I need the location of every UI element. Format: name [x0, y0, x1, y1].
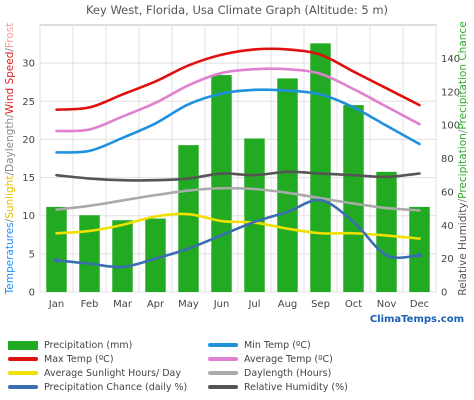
legend-label: Relative Humidity (%): [244, 381, 348, 393]
left-tick-label: 25: [22, 97, 35, 108]
right-axis-label-part: Relative Humidity: [457, 202, 469, 295]
legend-swatch: [208, 371, 238, 375]
left-axis-label-part: /: [4, 172, 16, 176]
chart-title: Key West, Florida, Usa Climate Graph (Al…: [86, 3, 388, 17]
legend-swatch: [8, 357, 38, 361]
precipitation-bar: [376, 171, 397, 292]
x-tick-label: Jan: [48, 299, 64, 310]
x-tick-label: Oct: [345, 299, 362, 310]
legend-swatch: [8, 385, 38, 389]
chart-legend: Precipitation (mm) Min Temp (ºC) Max Temp …: [8, 338, 468, 398]
x-tick-label: Jun: [213, 299, 230, 310]
left-tick-label: 5: [29, 249, 35, 260]
right-axis-label-part: Precipitation Chance: [457, 21, 469, 129]
left-axis-label-part: Frost: [4, 23, 16, 48]
precipitation-bar: [211, 75, 232, 292]
legend-label: Precipitation Chance (daily %): [44, 381, 188, 393]
series-point: [54, 257, 59, 263]
precipitation-bar: [310, 43, 331, 293]
series-line-precipitation-chance-daily: [55, 198, 421, 269]
legend-label: Min Temp (ºC): [244, 339, 311, 351]
x-tick-label: Jul: [247, 299, 260, 310]
legend-item: Min Temp (ºC): [208, 338, 311, 352]
left-axis-label-part: /: [4, 114, 16, 118]
legend-item: Max Temp (ºC): [8, 352, 114, 366]
legend-item: Relative Humidity (%): [208, 380, 348, 394]
chart-svg: Key West, Florida, Usa Climate Graph (Al…: [4, 3, 469, 325]
legend-item: Average Temp (ºC): [208, 352, 333, 366]
x-tick-label: Aug: [278, 299, 298, 310]
series-line-average-temp-c: [55, 67, 421, 133]
legend-label: Daylength (Hours): [244, 367, 332, 379]
left-axis-label-part: Daylength: [4, 118, 16, 172]
legend-swatch: [208, 357, 238, 361]
x-tick-label: Apr: [147, 299, 165, 310]
left-tick-label: 30: [22, 59, 35, 70]
x-tick-label: Sep: [311, 299, 330, 310]
left-axis-label-part: /: [4, 218, 16, 222]
right-axis-label-part: /: [457, 198, 469, 202]
right-tick-label: 100: [441, 121, 460, 132]
x-tick-label: May: [178, 299, 199, 310]
precipitation-bar: [343, 105, 364, 292]
legend-item: Average Sunlight Hours/ Day: [8, 366, 181, 380]
x-tick-label: Nov: [377, 299, 397, 310]
series-line-average-sunlight-hours-day: [55, 212, 421, 240]
x-tick-label: Feb: [81, 299, 99, 310]
left-tick-label: 15: [22, 173, 35, 184]
left-axis-label-part: /: [4, 48, 16, 52]
x-tick-label: Dec: [410, 299, 429, 310]
right-tick-label: 120: [441, 87, 460, 98]
precipitation-bar: [145, 218, 166, 292]
right-tick-label: 80: [441, 154, 454, 165]
precipitation-bar: [277, 78, 298, 293]
precipitation-bar: [178, 145, 199, 292]
right-tick-label: 0: [441, 288, 447, 299]
legend-swatch: [208, 343, 238, 347]
precipitation-bar: [46, 206, 67, 292]
series-point: [417, 252, 422, 258]
series-line-min-temp-c: [55, 88, 421, 154]
legend-swatch: [8, 371, 38, 375]
right-tick-label: 60: [441, 187, 454, 198]
right-axis-label: Relative Humidity/Precipitation/Precipit…: [457, 21, 469, 295]
left-tick-label: 20: [22, 135, 35, 146]
left-tick-label: 10: [22, 211, 35, 222]
legend-item: Precipitation (mm): [8, 338, 132, 352]
legend-label: Average Sunlight Hours/ Day: [44, 367, 181, 379]
x-tick-label: Mar: [113, 299, 133, 310]
left-axis-label-part: Temperatures: [4, 222, 16, 295]
right-tick-label: 20: [441, 254, 454, 265]
legend-label: Precipitation (mm): [44, 339, 133, 351]
series-line-max-temp-c: [55, 47, 421, 111]
left-axis-label: Temperatures/Sunlight/Daylength/Wind Spe…: [4, 23, 16, 296]
right-axis-label-part: /: [457, 129, 469, 133]
left-axis-label-part: Wind Speed: [4, 52, 16, 115]
watermark: ClimaTemps.com: [370, 314, 464, 325]
legend-swatch: [8, 340, 38, 350]
legend-label: Max Temp (ºC): [44, 353, 114, 365]
right-axis-label-part: Precipitation: [457, 133, 469, 199]
series-line-relative-humidity: [55, 170, 421, 182]
precipitation-bar: [112, 220, 133, 292]
precipitation-bar: [409, 206, 430, 292]
left-axis-label-part: Sunlight: [4, 176, 16, 219]
legend-swatch: [208, 385, 238, 389]
series-line-daylength-hours: [55, 186, 421, 212]
legend-item: Precipitation Chance (daily %): [8, 380, 187, 394]
legend-label: Average Temp (ºC): [244, 353, 333, 365]
precipitation-bar: [244, 138, 265, 292]
left-tick-label: 0: [29, 288, 35, 299]
right-tick-label: 140: [441, 54, 460, 65]
legend-item: Daylength (Hours): [208, 366, 331, 380]
right-tick-label: 40: [441, 221, 454, 232]
precipitation-bar: [79, 215, 100, 292]
